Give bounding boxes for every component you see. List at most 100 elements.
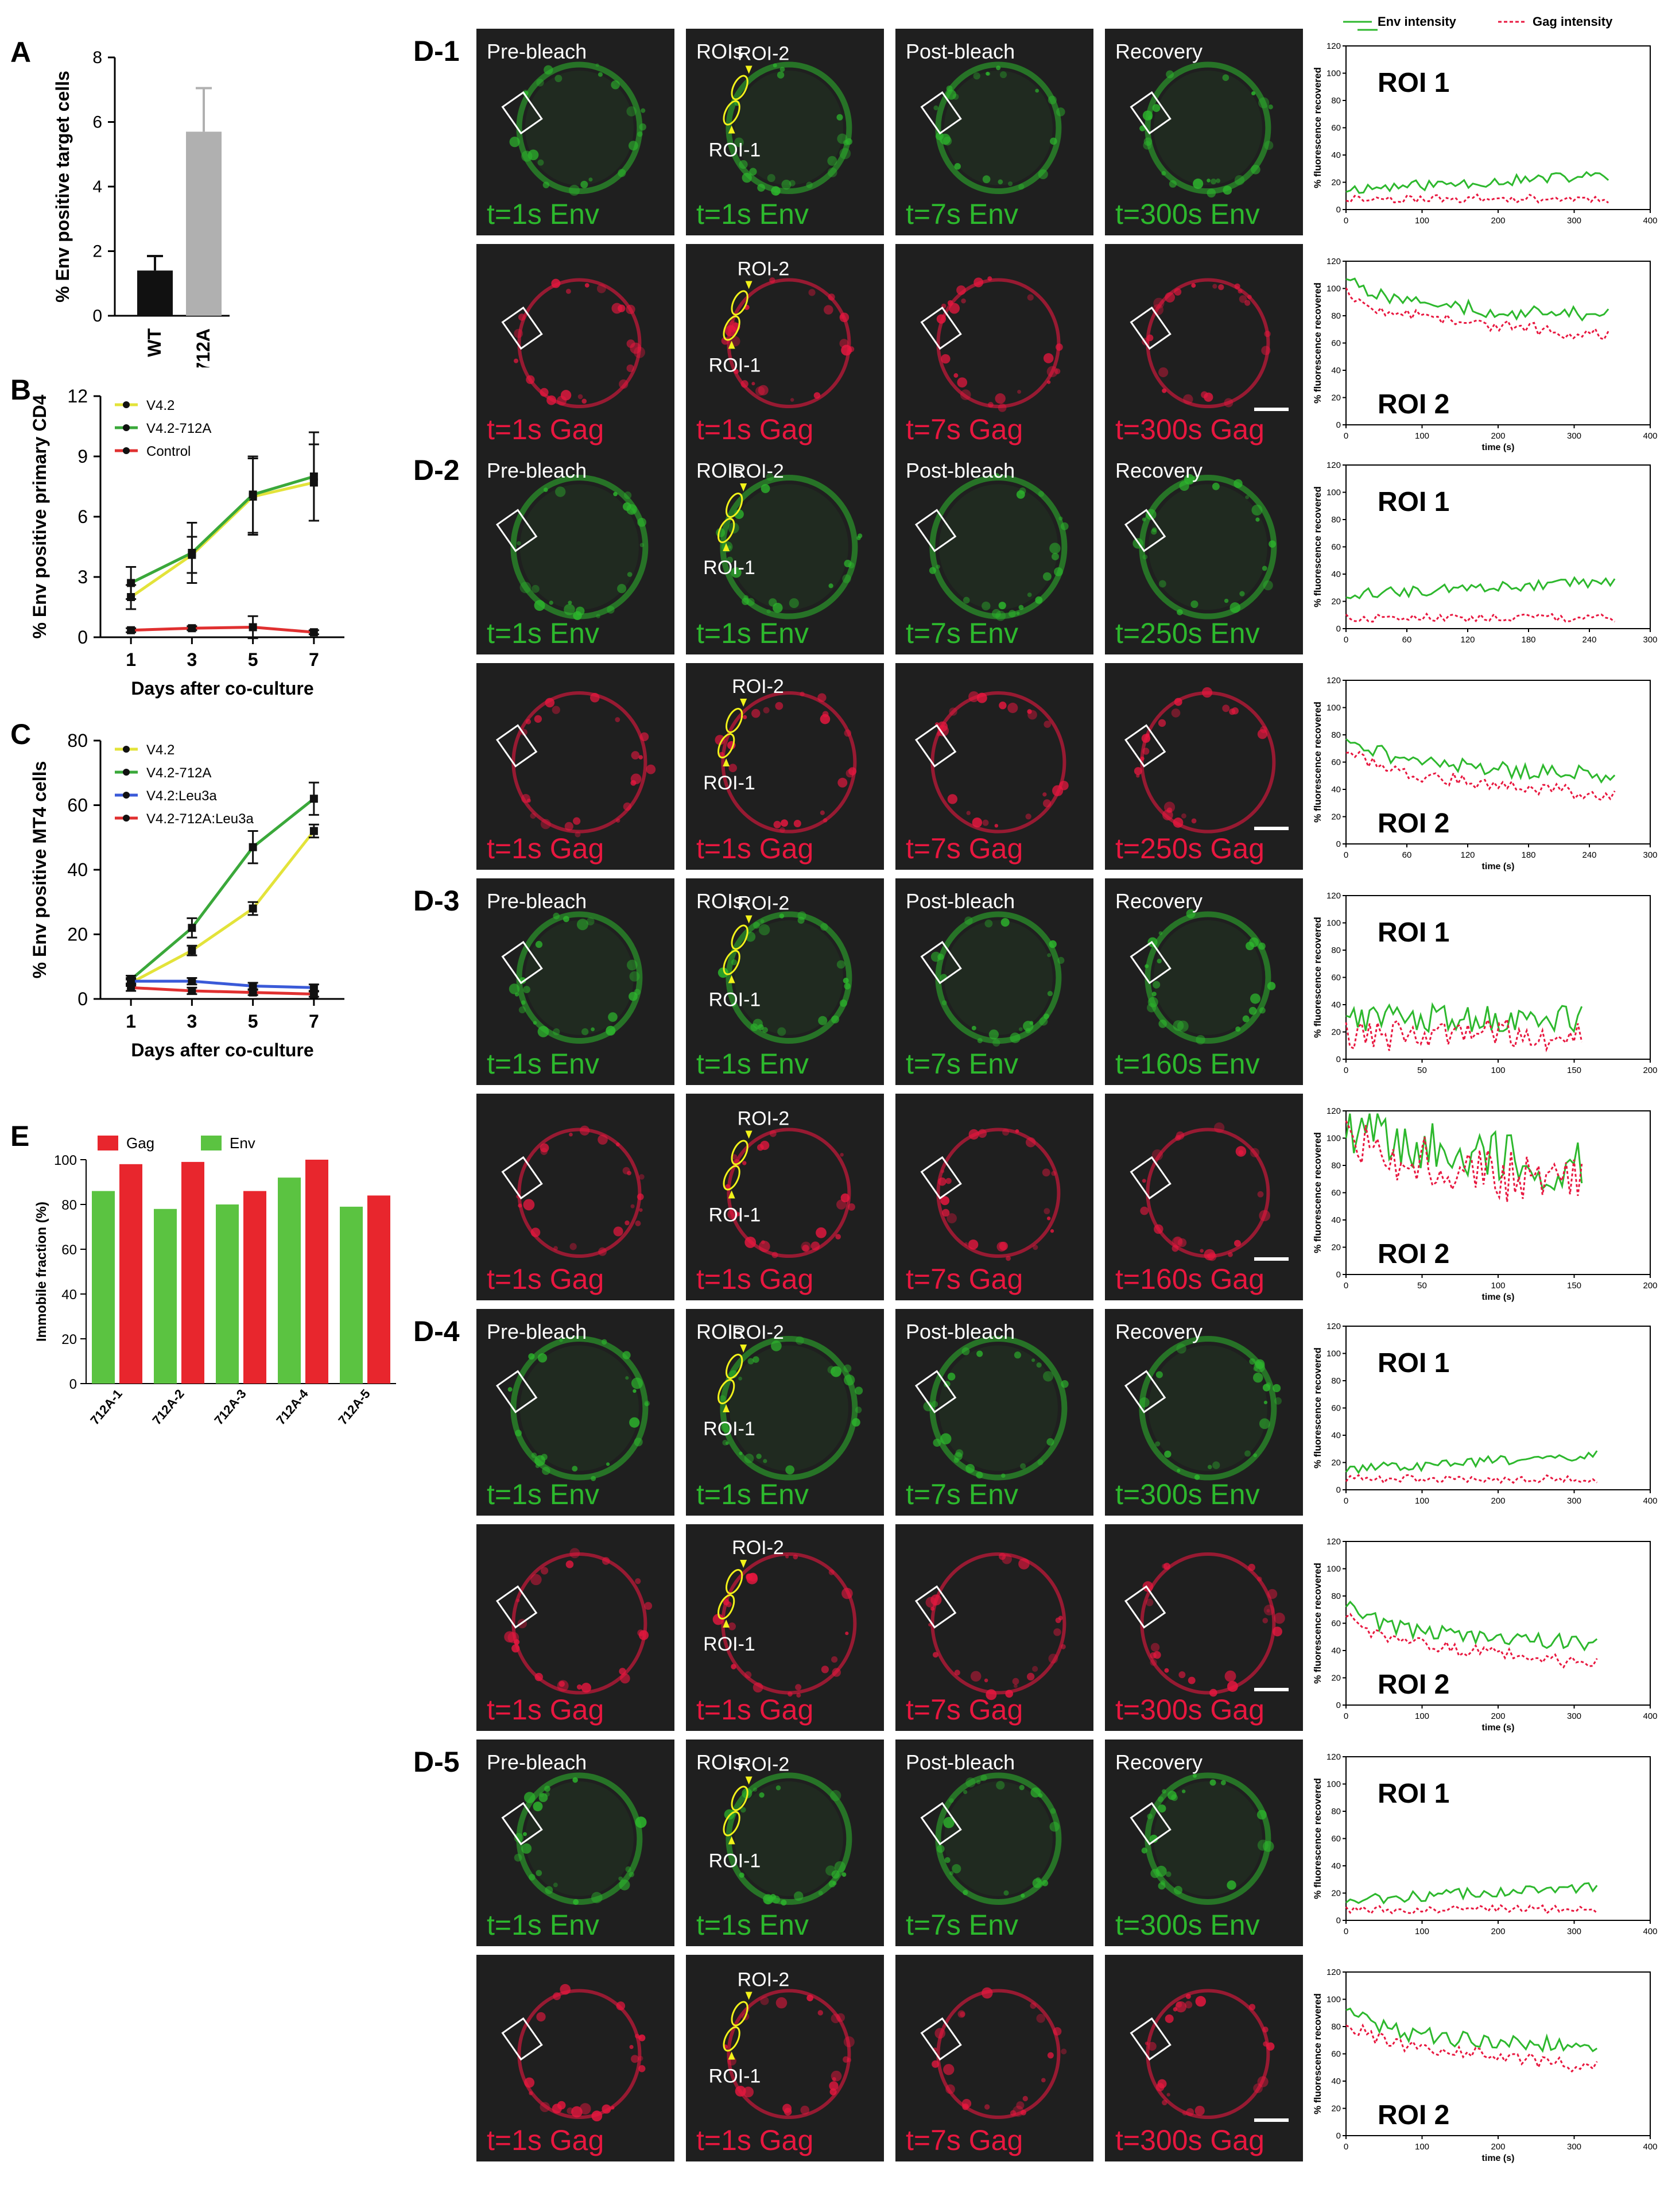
env-micrograph: Post-bleach t=7s Env <box>895 1309 1093 1516</box>
y-tick-label: 40 <box>67 859 88 880</box>
legend-label-env: Env intensity <box>1378 14 1457 29</box>
fluorescent-punctum <box>598 72 603 77</box>
fluorescent-punctum <box>638 2056 643 2061</box>
fluorescent-punctum <box>941 1169 945 1173</box>
fluorescent-punctum <box>635 1816 647 1828</box>
fluorescent-punctum <box>518 1203 522 1208</box>
frap-y-tick-label: 60 <box>1331 973 1341 983</box>
column-header: Recovery <box>1115 40 1203 63</box>
fluorescent-punctum <box>843 1364 852 1373</box>
fluorescent-punctum <box>727 545 731 549</box>
fluorescent-punctum <box>558 1681 565 1687</box>
fluorescent-punctum <box>1177 1020 1189 1032</box>
fluorescent-punctum <box>722 1439 728 1446</box>
bar-gag <box>243 1191 266 1384</box>
frap-y-tick-label: 120 <box>1326 1967 1341 1977</box>
gag-micrograph: t=1s Gag <box>476 1094 674 1300</box>
fluorescent-punctum <box>606 1462 610 1466</box>
fluorescent-punctum <box>1035 1877 1041 1882</box>
roi-2-label: ROI-2 <box>732 460 784 482</box>
frap-x-tick-label: 300 <box>1643 635 1657 645</box>
fluorescent-punctum <box>1018 1027 1023 1032</box>
fluorescent-punctum <box>1258 97 1270 109</box>
panel-label-b: B <box>10 374 31 406</box>
fluorescent-punctum <box>1229 602 1241 613</box>
fluorescent-punctum <box>1239 591 1245 596</box>
fluorescent-punctum <box>945 2084 955 2094</box>
fluorescent-punctum <box>616 2001 626 2010</box>
fluorescent-punctum <box>549 601 553 605</box>
fluorescent-punctum <box>970 1671 982 1682</box>
y-tick-label: 0 <box>77 627 88 648</box>
roi-2-arrow <box>740 1560 747 1568</box>
env-recovery-curve <box>1345 1002 1583 1033</box>
y-tick-label: 0 <box>77 989 88 1009</box>
fluorescent-punctum <box>1167 1791 1177 1800</box>
fluorescent-punctum <box>1252 1372 1263 1383</box>
column-header: Pre-bleach <box>487 40 587 63</box>
frap-y-tick-label: 80 <box>1331 1161 1341 1171</box>
fluorescent-punctum <box>537 1353 548 1363</box>
fluorescent-punctum <box>932 1652 938 1658</box>
fluorescent-punctum <box>627 572 633 577</box>
category-label: 712A-2 <box>149 1386 187 1427</box>
fluorescent-punctum <box>639 123 646 131</box>
bleach-roi-box <box>1124 1370 1166 1413</box>
fluorescent-punctum <box>1177 1238 1187 1248</box>
gag-recovery-curve <box>1345 612 1616 623</box>
cell-membrane <box>1145 1772 1271 1905</box>
fluorescent-punctum <box>740 380 748 388</box>
fluorescent-punctum <box>767 1896 773 1902</box>
fluorescent-punctum <box>644 1400 650 1407</box>
fluorescent-punctum <box>1261 346 1271 355</box>
fluorescent-punctum <box>835 1234 841 1240</box>
fluorescent-punctum <box>1061 2048 1067 2055</box>
fluorescent-punctum <box>618 1876 623 1881</box>
column-header: Pre-bleach <box>487 1320 587 1343</box>
frap-x-tick-label: 300 <box>1567 1711 1581 1721</box>
frap-plot-frame <box>1345 1971 1651 2136</box>
fluorescent-punctum <box>840 314 845 319</box>
fluorescent-punctum <box>998 403 1007 412</box>
fluorescent-punctum <box>591 1027 595 1032</box>
frap-y-tick-label: 0 <box>1336 2131 1341 2141</box>
fluorescent-punctum <box>1044 1208 1050 1215</box>
fluorescent-punctum <box>1060 522 1069 530</box>
fluorescent-punctum <box>836 1199 847 1210</box>
fluorescent-punctum <box>517 541 521 546</box>
micrograph-background <box>1105 1524 1303 1731</box>
panel-label-a: A <box>10 36 31 68</box>
fluorescent-punctum <box>1016 2101 1025 2110</box>
roi-1-arrow <box>728 1190 735 1199</box>
fluorescent-punctum <box>829 2088 837 2095</box>
gag-micrograph: t=7s Gag <box>895 1524 1093 1731</box>
micrograph-background <box>686 663 884 870</box>
fluorescent-punctum <box>731 1664 736 1669</box>
fluorescent-punctum <box>728 764 737 773</box>
fluorescent-punctum <box>933 1438 941 1447</box>
fluorescent-punctum <box>596 614 600 618</box>
fluorescent-punctum <box>1042 1880 1049 1886</box>
cell-membrane <box>727 1989 851 2120</box>
fluorescent-punctum <box>542 1466 550 1475</box>
frap-y-tick-label: 20 <box>1331 393 1341 403</box>
fluorescent-punctum <box>589 692 600 703</box>
fluorescent-punctum <box>1274 1613 1285 1624</box>
fluorescent-punctum <box>793 819 801 828</box>
fluorescent-punctum <box>753 1787 758 1792</box>
data-point <box>188 986 196 995</box>
frap-x-tick-label: 400 <box>1643 1496 1657 1506</box>
fluorescent-punctum <box>832 1668 841 1677</box>
fluorescent-punctum <box>831 1015 840 1024</box>
micrograph-background <box>1105 1309 1303 1516</box>
fluorescent-punctum <box>639 1208 643 1212</box>
fluorescent-punctum <box>634 346 645 358</box>
fluorescent-punctum <box>509 983 520 994</box>
gag-micrograph: t=250s Gag <box>1105 663 1303 870</box>
fluorescent-punctum <box>855 1407 862 1413</box>
fluorescent-punctum <box>588 177 593 182</box>
fluorescent-punctum <box>785 1465 795 1475</box>
fluorescent-punctum <box>637 1193 644 1200</box>
frap-legend: Env intensity Gag intensity <box>1343 14 1613 29</box>
data-point <box>188 946 196 955</box>
